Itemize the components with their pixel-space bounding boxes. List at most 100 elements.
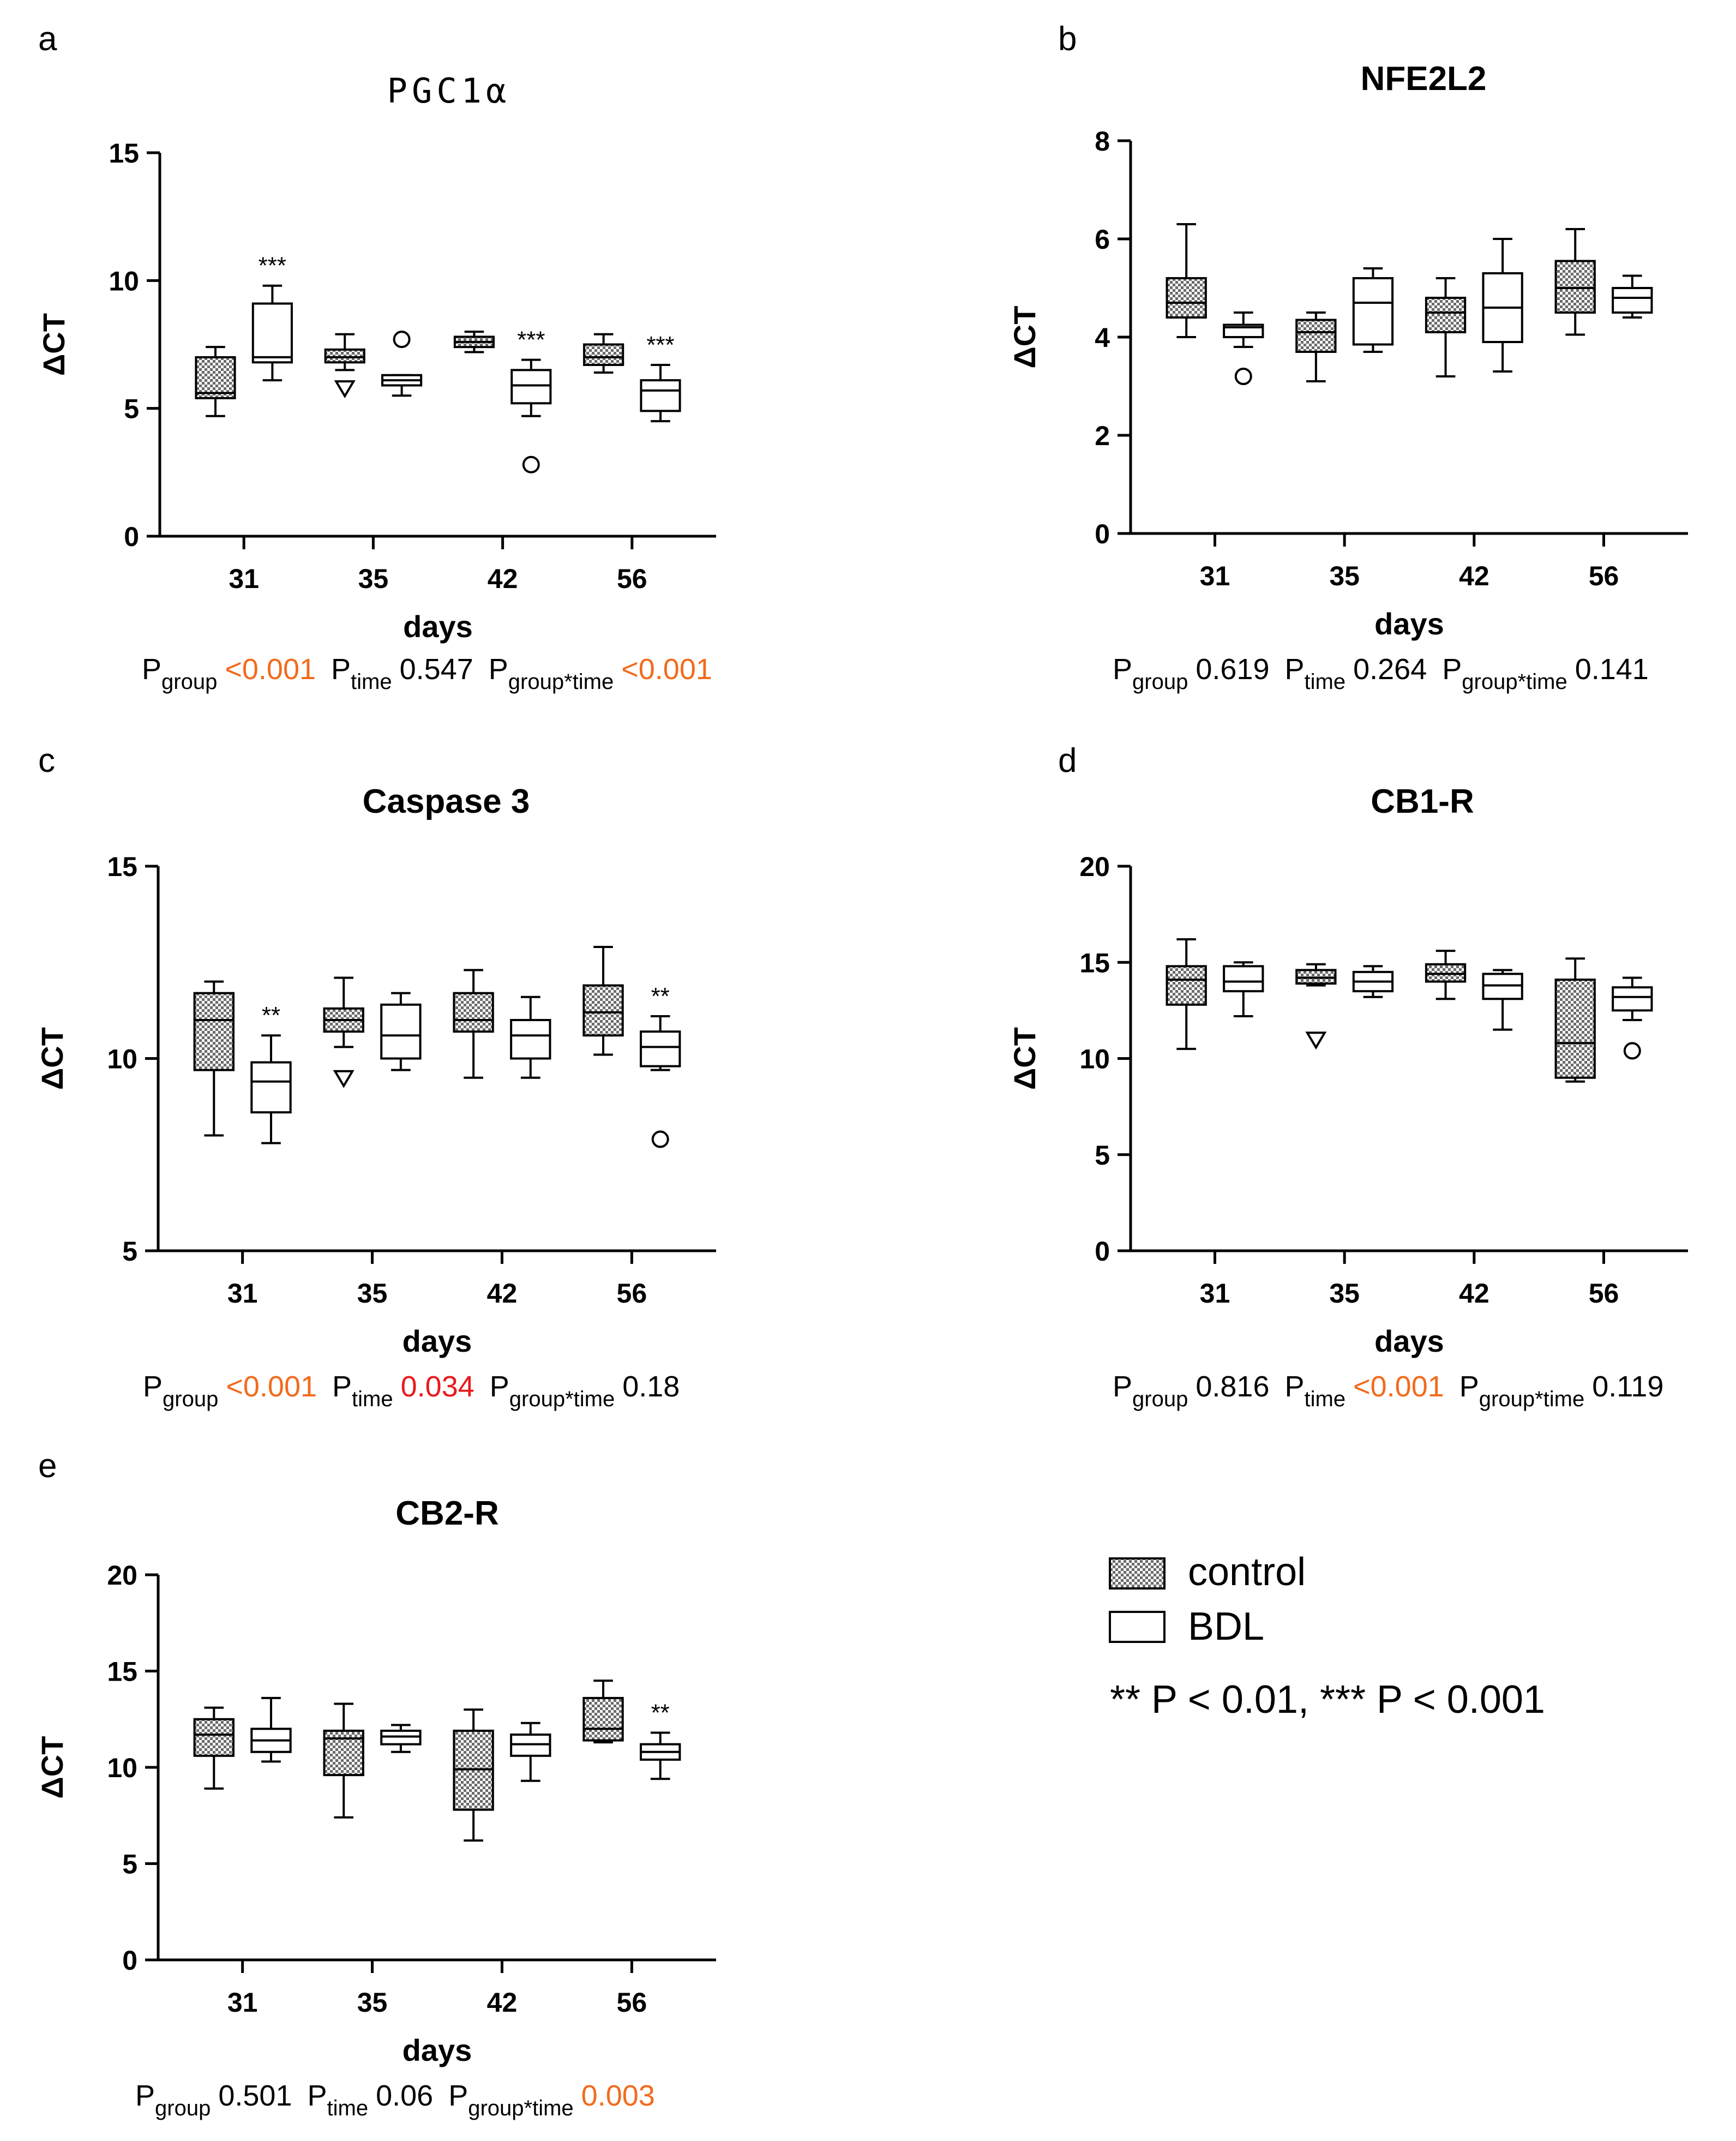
stat-label: P [142, 653, 161, 686]
box-iqr [1352, 277, 1394, 346]
bdl-box: ** [640, 983, 681, 1148]
control-box [323, 1702, 364, 1819]
x-tick-label: 35 [1329, 561, 1360, 591]
stat-label: P [307, 2079, 327, 2112]
y-tick-label: 0 [1095, 519, 1110, 549]
control-box [453, 969, 494, 1079]
bdl-box [1612, 976, 1653, 1060]
y-tick-label: 15 [107, 851, 137, 882]
stat-value: <0.001 [1353, 1370, 1444, 1403]
box-iqr [1612, 986, 1653, 1012]
box-iqr [250, 1061, 292, 1114]
panel-b: b NFE2L2 0 2 4 6 8 ΔCT 31 35 42 56 days Pgroup 0.619 Pt… [1007, 20, 1688, 694]
outlier-circle [651, 1130, 669, 1148]
x-tick-label: 35 [1329, 1278, 1360, 1309]
stat-value: 0.619 [1196, 653, 1269, 686]
x-tick-label: 35 [357, 1987, 388, 2018]
control-box [1425, 950, 1467, 1000]
stat-subscript: group*time [509, 1387, 615, 1411]
bdl-box: *** [640, 332, 681, 423]
panel-title: NFE2L2 [1361, 60, 1487, 98]
panel-title: CB1-R [1371, 783, 1474, 820]
control-box [583, 333, 624, 374]
x-tick-label: 56 [617, 1987, 647, 2018]
box-iqr [1425, 297, 1467, 333]
stat-subscript: group*time [1479, 1387, 1584, 1411]
stat-value: 0.264 [1353, 653, 1427, 686]
bdl-box: *** [510, 327, 552, 473]
control-box [453, 1708, 494, 1842]
stat-label: P [135, 2079, 155, 2112]
x-tick-label: 31 [229, 563, 259, 594]
panel-e: e CB2-R 0 5 10 15 20 ΔCT 31 35 42 56 days ** Pgroup 0.5… [35, 1447, 716, 2120]
y-axis-label: ΔCT [35, 1027, 69, 1090]
x-tick-label: 42 [487, 1278, 518, 1309]
stat-label: P [490, 1370, 509, 1403]
stat-subscript: group*time [468, 2096, 573, 2120]
panel-d: d CB1-R 0 5 10 15 20 ΔCT 31 35 42 56 days Pgroup 0.816… [1007, 742, 1688, 1411]
stat-value: 0.547 [400, 653, 473, 686]
y-tick-label: 10 [1079, 1044, 1110, 1075]
bdl-box [510, 1722, 551, 1782]
y-axis-label: ΔCT [37, 313, 71, 376]
legend-bdl-label: BDL [1188, 1605, 1264, 1648]
box-iqr [1554, 978, 1596, 1079]
bdl-box [1223, 961, 1264, 1017]
stat-label: P [1113, 1370, 1132, 1403]
bdl-box [510, 995, 551, 1079]
y-tick-label: 15 [1079, 947, 1110, 978]
box-iqr [582, 984, 624, 1037]
y-tick-label: 0 [122, 1945, 137, 1976]
x-tick-label: 31 [1200, 1278, 1230, 1309]
bdl-box: ** [640, 1699, 681, 1780]
bdl-box [381, 331, 423, 397]
y-tick-label: 15 [107, 1657, 137, 1687]
outlier-circle [522, 455, 540, 473]
y-tick-label: 4 [1095, 322, 1110, 353]
control-box [1166, 938, 1207, 1050]
x-tick-label: 31 [227, 1278, 258, 1309]
box-iqr [1554, 260, 1596, 314]
x-tick-label: 42 [1459, 1278, 1489, 1309]
box-iqr [1223, 965, 1264, 993]
panel-c: c Caspase 3 5 10 15 ΔCT 31 35 42 56 days ** ** Pgroup… [35, 742, 716, 1411]
y-tick-label: 8 [1095, 126, 1110, 157]
box-iqr [1166, 277, 1207, 319]
stat-subscript: group [163, 1387, 218, 1411]
y-tick-label: 5 [122, 1236, 137, 1267]
stat-label: P [1442, 653, 1462, 686]
box-iqr [582, 1696, 624, 1742]
stat-label: P [1113, 653, 1132, 686]
y-tick-label: 10 [107, 1044, 137, 1075]
bdl-box [380, 1724, 422, 1753]
panel-letter: b [1058, 20, 1077, 58]
y-axis-label: ΔCT [35, 1736, 69, 1799]
legend-control-label: control [1188, 1550, 1306, 1594]
stat-label: P [1459, 1370, 1479, 1403]
x-tick-label: 42 [487, 1987, 518, 2018]
box-iqr [193, 992, 235, 1071]
stat-subscript: time [327, 2096, 369, 2120]
stat-value: 0.816 [1196, 1370, 1269, 1403]
control-box [1554, 228, 1596, 336]
x-tick-label: 31 [227, 1987, 258, 2018]
stat-subscript: time [352, 1387, 393, 1411]
x-tick-label: 35 [358, 563, 389, 594]
panel-title: CB2-R [395, 1495, 498, 1532]
legend-significance: ** P < 0.01, *** P < 0.001 [1110, 1678, 1545, 1722]
significance-annotation: ** [262, 1002, 280, 1029]
control-box [1295, 963, 1337, 1050]
control-box [195, 346, 236, 417]
x-tick-label: 56 [617, 563, 647, 594]
box-iqr [324, 348, 365, 364]
y-tick-label: 6 [1095, 224, 1110, 255]
y-tick-label: 10 [107, 1753, 137, 1783]
control-box [1425, 277, 1467, 377]
stat-value: 0.141 [1575, 653, 1649, 686]
significance-annotation: *** [517, 327, 545, 353]
stat-subscript: group*time [508, 670, 614, 694]
y-tick-label: 0 [124, 521, 139, 552]
stat-subscript: time [1305, 670, 1346, 694]
stat-label: P [1284, 653, 1304, 686]
